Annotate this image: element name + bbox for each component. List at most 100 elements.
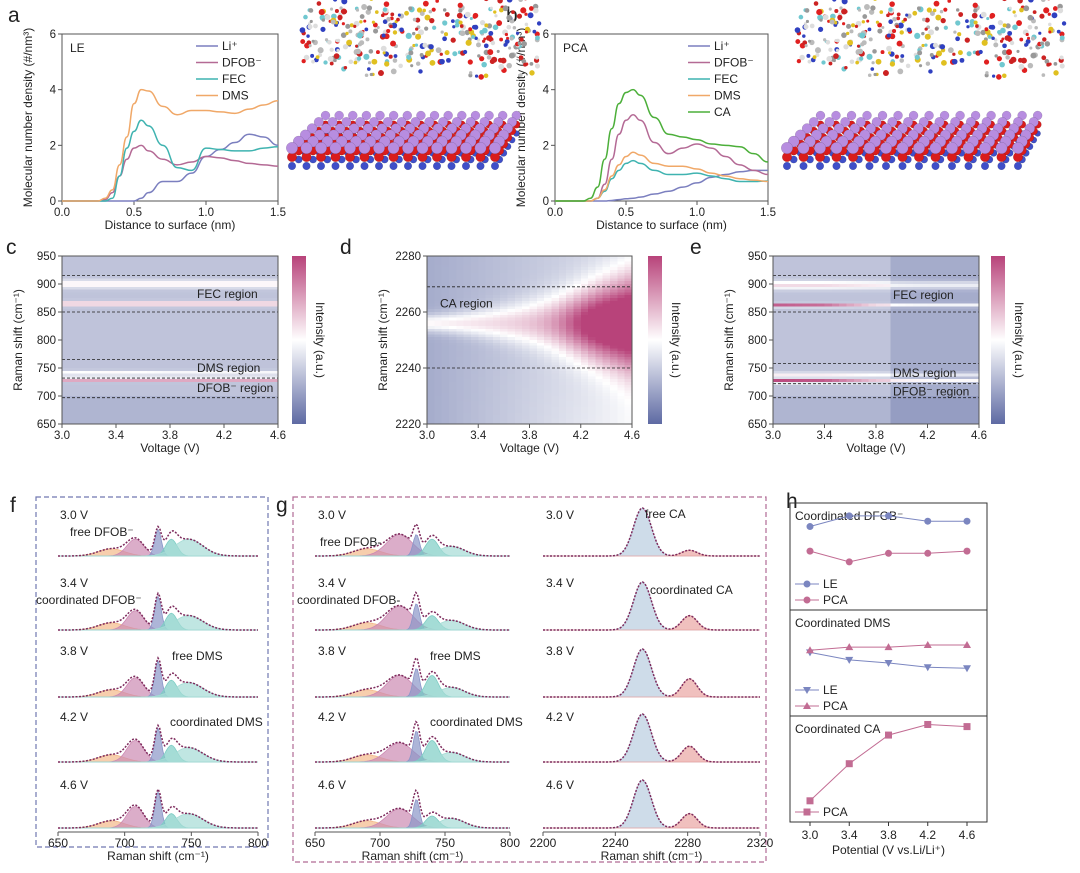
molecule-atom xyxy=(482,27,488,34)
heatmap-cell xyxy=(200,404,210,408)
heatmap-cell xyxy=(200,390,210,394)
heatmap-cell xyxy=(185,407,194,411)
molecule-atom xyxy=(399,27,404,33)
heatmap-cell xyxy=(514,362,523,366)
heatmap-cell xyxy=(200,362,210,366)
y-tick-label: 750 xyxy=(37,363,56,375)
heatmap-cell xyxy=(500,404,509,408)
heatmap-cell xyxy=(154,345,163,349)
heatmap-cell xyxy=(514,387,523,391)
heatmap-cell xyxy=(551,317,560,321)
heatmap-cell xyxy=(123,337,133,341)
heatmap-cell xyxy=(200,275,210,279)
heatmap-cell xyxy=(224,278,233,282)
molecule-atom xyxy=(332,0,338,2)
heatmap-cell xyxy=(529,312,538,316)
heatmap-cell xyxy=(270,326,279,330)
heatmap-cell xyxy=(170,387,179,391)
heatmap-cell xyxy=(170,356,179,361)
molecule-atom xyxy=(887,51,892,55)
heatmap-cell xyxy=(507,387,516,391)
slab-atom xyxy=(388,110,399,121)
heatmap-cell xyxy=(529,275,538,279)
heatmap-cell xyxy=(208,309,217,313)
heatmap-cell xyxy=(492,337,501,341)
heatmap-cell xyxy=(177,345,187,349)
heatmap-cell xyxy=(544,270,553,274)
heatmap-cell xyxy=(100,345,109,349)
molecule-atom xyxy=(857,8,862,12)
heatmap-cell xyxy=(500,370,509,375)
heatmap-cell xyxy=(470,256,479,260)
heatmap-cell xyxy=(123,258,133,263)
heatmap-cell xyxy=(551,264,560,268)
heatmap-cell xyxy=(500,348,509,352)
heatmap-cell xyxy=(208,331,217,335)
heatmap-cell xyxy=(522,328,531,333)
heatmap-cell xyxy=(100,370,109,375)
heatmap-cell xyxy=(146,404,156,408)
heatmap-cell xyxy=(185,267,194,271)
heatmap-cell xyxy=(448,264,457,268)
molecule-atom xyxy=(406,54,412,60)
heatmap-cell xyxy=(146,295,156,299)
heatmap-cell xyxy=(200,351,210,355)
heatmap-cell xyxy=(558,326,567,330)
heatmap-cell xyxy=(85,340,94,344)
heatmap-cell xyxy=(85,295,94,299)
heatmap-cell xyxy=(77,368,86,372)
molecule-atom xyxy=(918,64,923,68)
molecule-atom xyxy=(327,39,332,45)
heatmap-cell xyxy=(270,309,279,313)
heatmap-cell xyxy=(123,373,133,377)
heatmap-cell xyxy=(551,393,560,397)
heatmap-cell xyxy=(92,331,102,335)
heatmap-cell xyxy=(100,415,109,419)
heatmap-cell xyxy=(434,292,443,296)
slab-atom xyxy=(329,142,342,154)
heatmap-cell xyxy=(544,421,553,425)
heatmap-cell xyxy=(231,317,241,321)
molecule-atom xyxy=(446,57,451,63)
molecule-atom xyxy=(972,2,978,8)
heatmap-cell xyxy=(536,278,545,282)
heatmap-cell xyxy=(507,396,516,400)
heatmap-cell xyxy=(551,309,560,313)
molecule-atom xyxy=(504,32,509,37)
heatmap-cell xyxy=(247,286,256,291)
heatmap-cell xyxy=(262,331,271,335)
molecule-atom xyxy=(1046,62,1051,67)
heatmap-cell xyxy=(200,421,210,425)
heatmap-cell xyxy=(77,342,86,347)
heatmap-cell xyxy=(566,264,575,268)
heatmap-cell xyxy=(485,401,494,405)
heatmap-cell xyxy=(558,345,567,349)
heatmap-cell xyxy=(162,264,171,268)
heatmap-cell xyxy=(254,410,264,414)
heatmap-cell xyxy=(514,298,523,302)
heatmap-cell xyxy=(492,258,501,263)
heatmap-cell xyxy=(193,303,202,307)
heatmap-cell xyxy=(146,309,156,313)
heatmap-cell xyxy=(108,320,117,324)
heatmap-cell xyxy=(239,384,248,389)
heatmap-cell xyxy=(551,373,560,377)
heatmap-cell xyxy=(247,261,256,265)
heatmap-cell xyxy=(470,368,479,372)
heatmap-cell xyxy=(116,401,125,405)
molecule-atom xyxy=(856,44,861,48)
heatmap-cell xyxy=(551,398,560,403)
heatmap-cell xyxy=(270,270,279,274)
heatmap-cell xyxy=(62,258,71,263)
heatmap-cell xyxy=(231,275,241,279)
heatmap-cell xyxy=(185,331,194,335)
heatmap-cell xyxy=(441,306,450,310)
heatmap-cell xyxy=(441,314,450,319)
heatmap-cell xyxy=(470,412,479,417)
heatmap-cell xyxy=(123,298,133,302)
heatmap-cell xyxy=(131,281,140,285)
molecule-atom xyxy=(509,36,514,41)
molecule-atom xyxy=(999,61,1005,68)
heatmap-cell xyxy=(536,284,545,288)
